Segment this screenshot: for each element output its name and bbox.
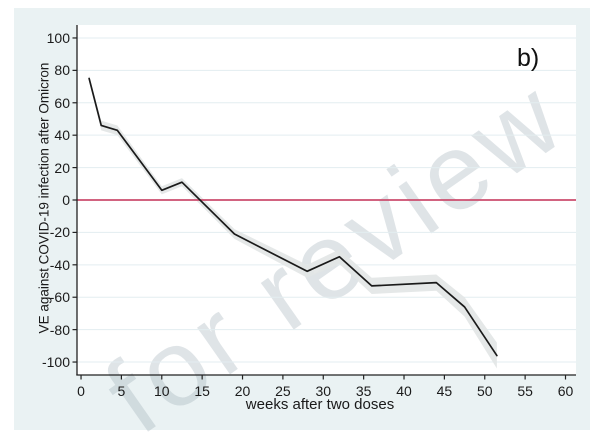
y-tick-label: -20: [49, 224, 70, 241]
y-tick-label: 80: [54, 62, 70, 79]
x-tick-label: 25: [275, 383, 291, 399]
panel-label: b): [517, 44, 540, 72]
y-tick-label: 60: [54, 94, 70, 111]
x-tick-label: 60: [557, 383, 574, 399]
x-tick-label: 45: [436, 383, 453, 399]
x-axis-title: weeks after two doses: [245, 396, 395, 413]
x-tick-label: 55: [517, 383, 533, 399]
ve-line: [88, 77, 498, 357]
x-tick-label: 15: [194, 383, 210, 399]
y-tick-label: -60: [49, 289, 70, 306]
x-tick-label: 5: [117, 383, 126, 399]
x-tick-label: 40: [396, 383, 412, 399]
y-tick-label: -80: [49, 321, 70, 338]
y-tick-label: 20: [54, 159, 70, 176]
x-tick-label: 10: [153, 383, 170, 399]
y-tick-label: 0: [62, 192, 70, 208]
y-tick-label: -100: [41, 354, 70, 371]
x-tick-label: 30: [315, 383, 332, 399]
y-tick-label: -40: [49, 256, 70, 273]
x-tick-label: 0: [77, 383, 85, 399]
x-tick-label: 35: [355, 383, 372, 399]
x-tick-label: 50: [476, 383, 493, 399]
confidence-band: [89, 75, 497, 369]
y-tick-label: 100: [46, 29, 70, 46]
y-tick-label: 40: [54, 127, 70, 144]
x-tick-label: 20: [234, 383, 251, 399]
